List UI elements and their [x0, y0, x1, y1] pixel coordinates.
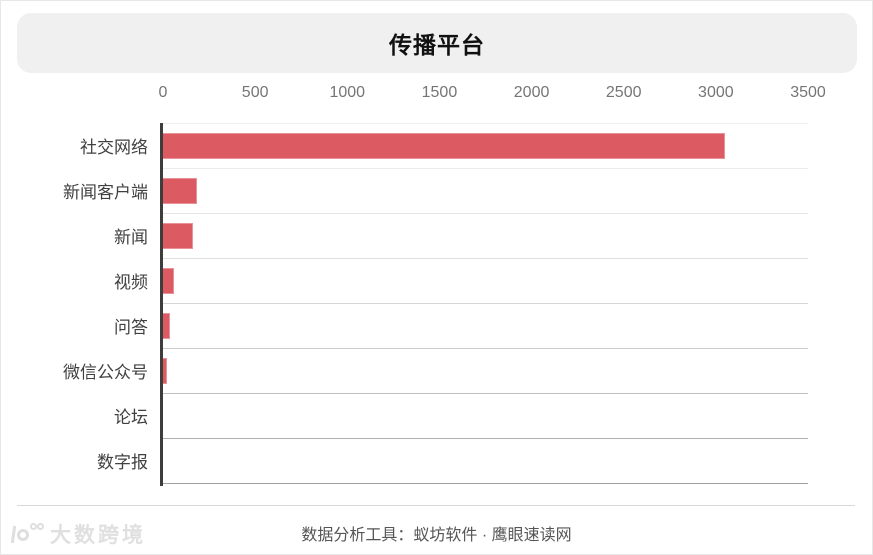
- watermark: 大数跨境: [10, 519, 146, 549]
- bar-row: [163, 169, 808, 214]
- bar: [163, 133, 726, 159]
- bar: [163, 268, 175, 294]
- bar-row: [163, 124, 808, 169]
- x-axis-tick-label: 1500: [421, 84, 458, 101]
- plot-area: [159, 123, 808, 486]
- x-axis-tick-label: 500: [241, 84, 269, 101]
- y-axis-labels: 社交网络新闻客户端新闻视频问答微信公众号论坛数字报: [0, 123, 148, 483]
- y-axis-label: 新闻: [114, 228, 148, 247]
- y-axis-label: 论坛: [114, 408, 148, 427]
- y-axis-label: 新闻客户端: [63, 183, 148, 202]
- y-axis-label: 数字报: [97, 453, 148, 472]
- bar-row: [163, 394, 808, 439]
- y-axis-label: 微信公众号: [63, 363, 148, 382]
- bar-row: [163, 214, 808, 259]
- bar-row: [163, 439, 808, 484]
- bar-row: [163, 304, 808, 349]
- x-axis-tick-label: 1000: [329, 84, 366, 101]
- x-axis-tick-label: 2500: [605, 84, 642, 101]
- x-axis-tick-label: 2000: [513, 84, 550, 101]
- bar: [163, 358, 167, 384]
- y-axis-label: 社交网络: [80, 138, 148, 157]
- bar: [163, 313, 171, 339]
- bar-row: [163, 259, 808, 304]
- watermark-text: 大数跨境: [50, 524, 146, 547]
- y-axis-label: 问答: [114, 318, 148, 337]
- watermark-logo-icon: [10, 521, 44, 547]
- x-axis: 0 500 1000 1500 2000 2500 3000 3500: [159, 84, 826, 106]
- x-axis-tick-label: 0: [158, 84, 168, 101]
- footer-credit: 数据分析工具：蚁坊软件 · 鹰眼速读网: [301, 527, 572, 544]
- y-axis-line: [159, 123, 163, 486]
- x-axis-tick-label: 3000: [698, 84, 734, 101]
- footer-divider: [17, 505, 855, 506]
- bar: [163, 223, 194, 249]
- bar-row: [163, 349, 808, 394]
- y-axis-label: 视频: [114, 273, 148, 292]
- chart-title: 传播平台: [389, 32, 485, 58]
- bar: [163, 178, 198, 204]
- chart-title-box: 传播平台: [17, 13, 857, 73]
- x-axis-tick-label: 3500: [790, 84, 826, 101]
